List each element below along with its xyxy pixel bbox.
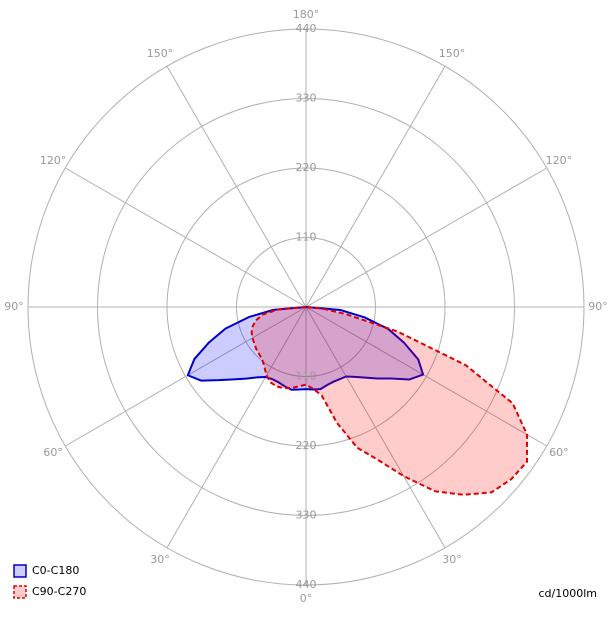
r-tick-label: 110 [296, 231, 317, 244]
angle-label: 180° [293, 8, 320, 21]
series-area [250, 306, 529, 496]
angle-label: 30° [442, 553, 462, 566]
legend-swatch [13, 585, 27, 599]
spoke [305, 306, 446, 549]
r-tick-label: 330 [296, 92, 317, 105]
spoke [64, 306, 307, 447]
angle-label: 150° [147, 47, 174, 60]
r-tick-label: 220 [296, 161, 317, 174]
r-tick-label: 440 [296, 22, 317, 35]
angle-label: 150° [439, 47, 466, 60]
angle-label: 120° [546, 154, 573, 167]
angle-label: 60° [549, 446, 569, 459]
legend-label: C90-C270 [32, 585, 86, 598]
spoke [64, 167, 307, 308]
spoke [166, 306, 307, 549]
angle-label: 90° [588, 300, 608, 313]
spoke [305, 167, 548, 308]
unit-label: cd/1000lm [538, 587, 597, 600]
angle-label: 90° [4, 300, 24, 313]
angle-label: 120° [40, 154, 67, 167]
labels: 0° 30° 60° 90° 120° 150° 180° 30° 60° 90° 120° 150°… [4, 8, 608, 605]
angle-label: 60° [43, 446, 63, 459]
angle-label: 30° [150, 553, 170, 566]
legend-swatch [13, 564, 27, 578]
r-tick-label: 110 [296, 370, 317, 383]
spoke [166, 65, 307, 308]
spoke [305, 306, 548, 447]
r-tick-label: 440 [296, 578, 317, 591]
series-area [186, 306, 425, 391]
angle-label: 0° [300, 592, 313, 605]
spoke [305, 65, 446, 308]
legend-label: C0-C180 [32, 564, 79, 577]
r-tick-label: 330 [296, 509, 317, 522]
grid [27, 28, 585, 586]
r-tick-label: 220 [296, 439, 317, 452]
plot-area [186, 306, 529, 496]
